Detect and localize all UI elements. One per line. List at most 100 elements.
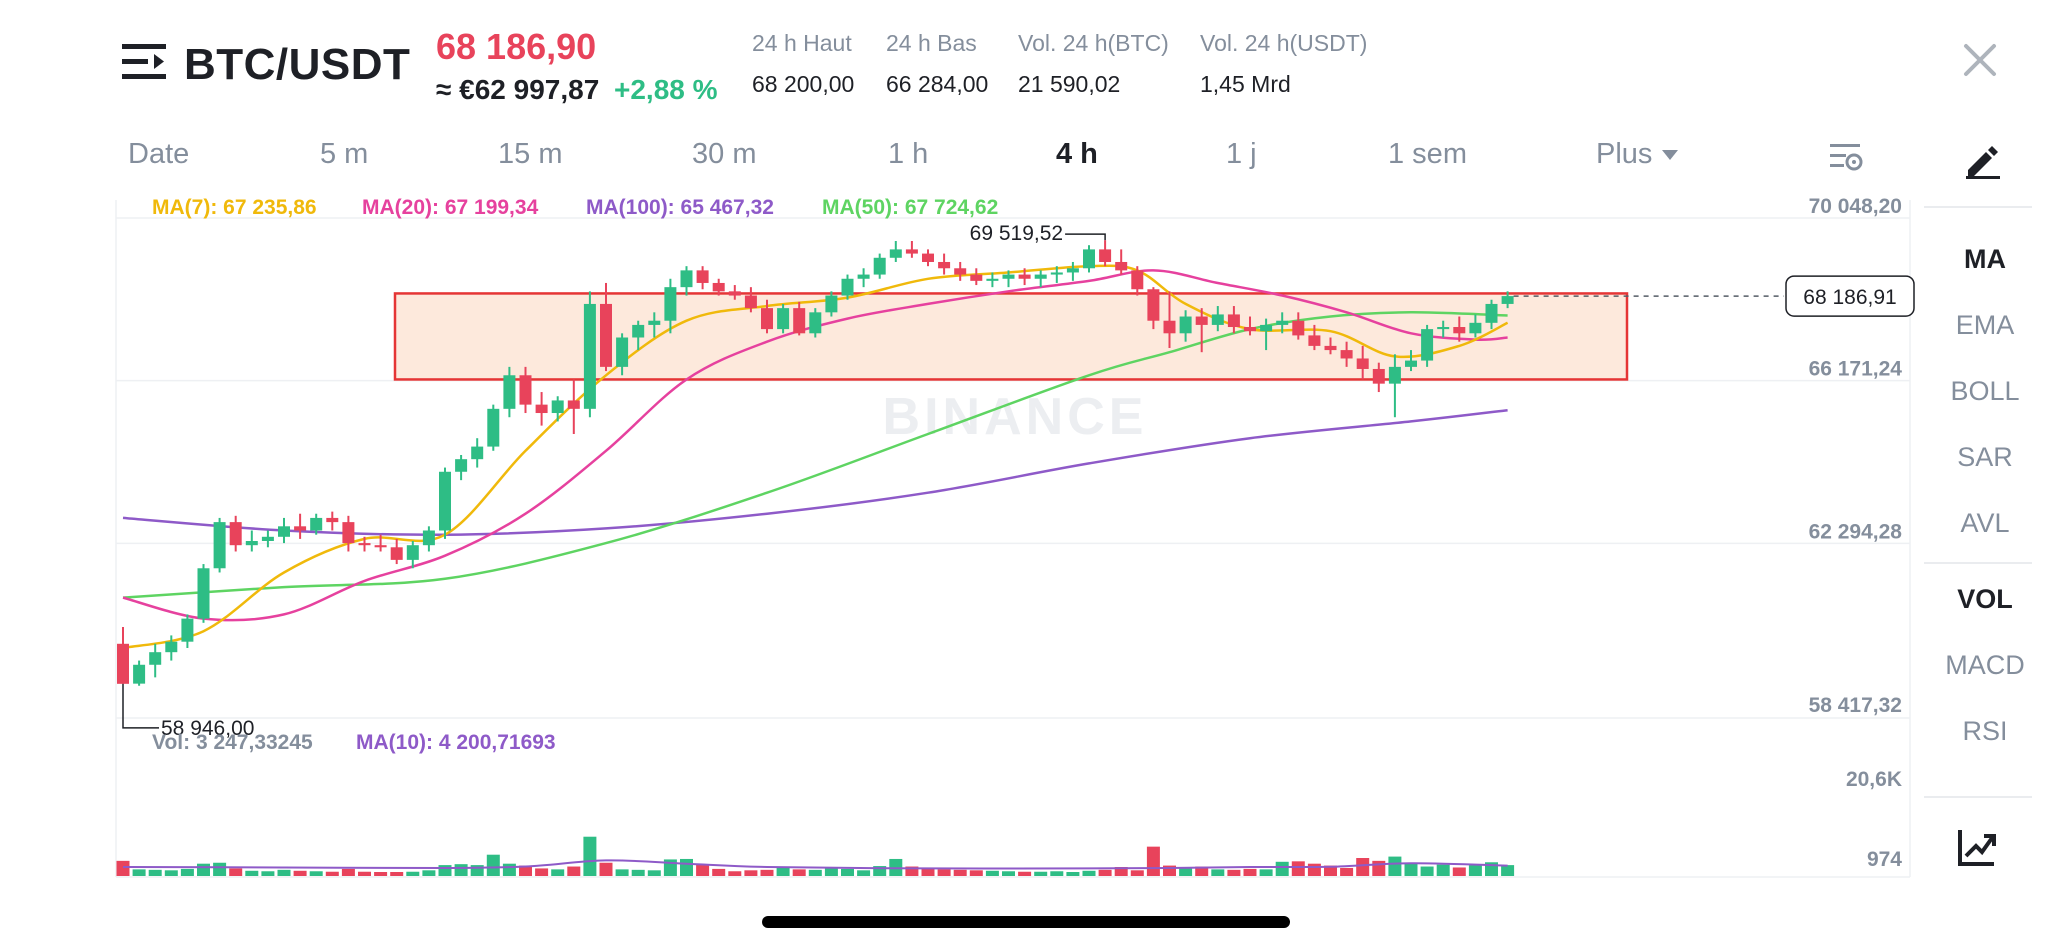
chart-canvas[interactable]: BINANCE 69 519,52 58 946,00 68 186,91 70 048… bbox=[0, 180, 1920, 880]
menu-icon[interactable] bbox=[122, 42, 166, 82]
indicator-ema[interactable]: EMA bbox=[1955, 310, 2015, 340]
volume-bar bbox=[583, 836, 597, 876]
volume-bar bbox=[1420, 866, 1434, 876]
volume-bar bbox=[1307, 863, 1321, 876]
indicator-avl[interactable]: AVL bbox=[1960, 508, 2010, 538]
candle-body bbox=[1244, 327, 1256, 332]
volume-bar bbox=[1243, 868, 1257, 876]
volume-bar bbox=[438, 865, 452, 876]
volume-bar bbox=[1018, 871, 1032, 876]
volume-bar bbox=[647, 870, 661, 876]
volume-bar bbox=[824, 868, 838, 876]
stat-24h-vol-usdt: Vol. 24 h(USDT) 1,45 Mrd bbox=[1200, 30, 1367, 98]
volume-bar bbox=[406, 871, 420, 876]
volume-bar bbox=[277, 869, 291, 876]
candle-body bbox=[197, 568, 210, 619]
tab-date[interactable]: Date bbox=[128, 138, 190, 170]
tab-30m[interactable]: 30 m bbox=[692, 138, 757, 170]
current-price-label: 68 186,91 bbox=[1803, 286, 1896, 309]
volume-bar bbox=[857, 870, 871, 876]
high-marker-label: 69 519,52 bbox=[970, 222, 1063, 245]
volume-bar bbox=[1452, 867, 1466, 876]
tab-more[interactable]: Plus bbox=[1596, 138, 1679, 171]
caret-down-icon bbox=[1662, 150, 1679, 161]
candle-body bbox=[229, 522, 242, 546]
candle-body bbox=[616, 337, 629, 367]
side-divider bbox=[1924, 206, 2032, 208]
volume-bar bbox=[792, 869, 806, 876]
draw-tool-icon[interactable] bbox=[1962, 140, 2002, 180]
volume-bar bbox=[1130, 870, 1144, 876]
tab-5m[interactable]: 5 m bbox=[320, 138, 369, 170]
candle-body bbox=[261, 536, 274, 541]
trend-chart-icon[interactable] bbox=[1954, 826, 1998, 870]
candle-body bbox=[1372, 368, 1385, 384]
candle-body bbox=[648, 320, 661, 325]
candle-body bbox=[809, 312, 822, 334]
tab-1sem[interactable]: 1 sem bbox=[1388, 138, 1467, 170]
indicator-rsi[interactable]: RSI bbox=[1962, 716, 2008, 746]
volume-bar bbox=[261, 871, 275, 876]
volume-bar bbox=[631, 869, 645, 876]
volume-bar bbox=[712, 868, 726, 876]
chart-settings-icon[interactable] bbox=[1828, 140, 1864, 176]
indicator-macd[interactable]: MACD bbox=[1945, 650, 2025, 680]
indicator-ma[interactable]: MA bbox=[1964, 244, 2006, 274]
indicator-vol[interactable]: VOL bbox=[1957, 584, 2013, 614]
candle-body bbox=[149, 652, 162, 665]
stat-24h-low: 24 h Bas 66 284,00 bbox=[886, 30, 988, 98]
volume-bar bbox=[1468, 865, 1482, 876]
candle-body bbox=[1034, 274, 1047, 279]
volume-bar bbox=[728, 871, 742, 876]
stat-label: 24 h Bas bbox=[886, 30, 977, 56]
candle-body bbox=[600, 303, 612, 367]
candle-body bbox=[1147, 289, 1160, 321]
volume-bar bbox=[1436, 864, 1450, 876]
volume-bar bbox=[615, 869, 629, 876]
tab-1h[interactable]: 1 h bbox=[888, 138, 929, 170]
volume-bar bbox=[470, 865, 484, 876]
volume-bar bbox=[921, 868, 935, 876]
indicator-boll[interactable]: BOLL bbox=[1950, 376, 2020, 406]
volume-bar bbox=[358, 871, 371, 876]
volume-bar bbox=[1050, 871, 1064, 876]
volume-bar bbox=[309, 871, 323, 876]
volume-bar bbox=[841, 868, 854, 876]
candle-body bbox=[1421, 329, 1434, 361]
volume-bar bbox=[873, 866, 887, 876]
close-icon[interactable] bbox=[1958, 38, 2002, 82]
candle-body bbox=[181, 618, 194, 642]
last-price: 68 186,90 bbox=[436, 26, 597, 67]
volume-bar bbox=[535, 868, 549, 876]
volume-bar bbox=[937, 869, 951, 876]
tab-4h[interactable]: 4 h bbox=[1056, 138, 1098, 170]
volume-bar bbox=[502, 863, 516, 876]
volume-bar bbox=[1275, 861, 1289, 876]
candle-body bbox=[1356, 358, 1369, 369]
ma50-legend: MA(50): 67 724,62 bbox=[822, 196, 999, 219]
vol-legend: Vol: 3 247,33245 bbox=[152, 731, 313, 754]
candle-body bbox=[1083, 249, 1095, 269]
pair-title[interactable]: BTC/USDT bbox=[184, 40, 411, 89]
volume-bar bbox=[486, 854, 500, 876]
volume-bar bbox=[1114, 867, 1128, 876]
tab-15m[interactable]: 15 m bbox=[498, 138, 563, 170]
indicator-sar[interactable]: SAR bbox=[1957, 442, 2013, 472]
volume-bar bbox=[197, 863, 210, 876]
volume-bar bbox=[1259, 869, 1273, 876]
candle-body bbox=[1115, 261, 1128, 271]
candle-body bbox=[986, 278, 999, 281]
stat-value: 68 200,00 bbox=[752, 71, 855, 97]
price-chart[interactable]: BINANCE 69 519,52 58 946,00 68 186,91 70 048… bbox=[0, 180, 1920, 880]
candle-body bbox=[1469, 322, 1482, 334]
candle-body bbox=[1066, 268, 1079, 273]
candle-body bbox=[1099, 249, 1112, 262]
candle-body bbox=[761, 308, 773, 330]
volume-bar bbox=[567, 866, 581, 876]
volume-bar bbox=[760, 869, 774, 876]
home-indicator bbox=[762, 916, 1290, 928]
stat-label: 24 h Haut bbox=[752, 30, 852, 56]
volume-bar bbox=[1227, 869, 1241, 876]
tab-1j[interactable]: 1 j bbox=[1226, 138, 1257, 170]
candle-body bbox=[1260, 324, 1273, 332]
